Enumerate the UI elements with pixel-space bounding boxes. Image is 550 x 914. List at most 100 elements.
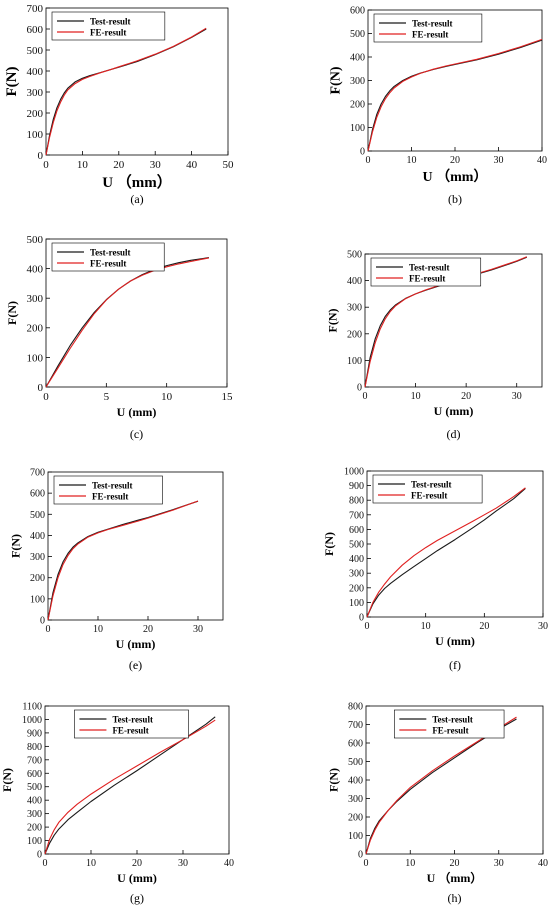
y-axis-label: F(N) xyxy=(0,768,14,792)
x-tick-label: 30 xyxy=(193,624,203,635)
y-tick-label: 400 xyxy=(349,554,364,565)
x-tick-label: 30 xyxy=(538,621,548,632)
series-line-fe xyxy=(44,719,216,855)
y-tick-label: 300 xyxy=(349,569,364,580)
x-axis-label: U (mm) xyxy=(117,405,157,419)
y-axis-label: F(N) xyxy=(329,66,344,94)
y-tick-label: 300 xyxy=(348,794,363,805)
legend-label: Test-result xyxy=(411,480,452,490)
x-tick-label: 10 xyxy=(93,624,103,635)
plot-frame xyxy=(45,7,229,156)
panel-caption: (g) xyxy=(130,891,144,905)
y-tick-label: 1000 xyxy=(344,467,364,478)
legend-label: Test-result xyxy=(90,17,131,27)
legend-box xyxy=(372,474,483,504)
y-axis-label: F(N) xyxy=(4,67,20,97)
x-axis-label: U （mm） xyxy=(427,870,483,885)
panel-caption: (f) xyxy=(449,658,461,672)
y-tick-label: 100 xyxy=(27,129,44,141)
legend-box xyxy=(51,242,165,272)
x-tick-label: 20 xyxy=(132,858,142,869)
y-tick-label: 100 xyxy=(30,594,45,605)
panel-caption: (a) xyxy=(130,192,143,206)
x-axis-label: U (mm) xyxy=(116,637,156,651)
y-tick-label: 300 xyxy=(30,552,45,563)
x-tick-label: 30 xyxy=(150,159,162,171)
y-tick-label: 300 xyxy=(27,293,44,305)
y-tick-label: 400 xyxy=(348,776,363,787)
x-axis-label: U （mm） xyxy=(102,173,172,191)
y-tick-label: 1100 xyxy=(22,702,42,713)
y-axis-label: F(N) xyxy=(327,768,341,792)
plot-frame xyxy=(47,471,224,621)
legend-label: FE-result xyxy=(92,492,128,502)
series-line-test xyxy=(45,257,209,388)
x-tick-label: 40 xyxy=(538,858,548,869)
x-tick-label: 15 xyxy=(222,391,234,403)
y-tick-label: 100 xyxy=(348,831,363,842)
y-tick-label: 600 xyxy=(349,525,364,536)
series-line-test xyxy=(47,500,199,621)
x-tick-label: 30 xyxy=(178,858,188,869)
chart-panel: 0 10 20 30 400100200300400500600700800900100… xyxy=(0,702,234,906)
series-line-fe xyxy=(367,38,543,152)
series-line-test xyxy=(367,39,543,152)
legend-box xyxy=(373,13,483,43)
x-tick-label: 20 xyxy=(113,159,125,171)
legend-label: Test-result xyxy=(409,263,450,273)
chart-panel: 0 5 10 15 0 100 200 300 400 500 U (mm) F(N) Test-res… xyxy=(5,234,233,441)
legend-label: FE-result xyxy=(90,259,126,269)
x-tick-label: 30 xyxy=(494,155,504,166)
series-line-fe xyxy=(45,257,210,388)
y-tick-label: 100 xyxy=(27,836,42,847)
series-line-fe xyxy=(47,500,199,621)
y-tick-label: 0 xyxy=(40,616,45,627)
y-tick-label: 400 xyxy=(27,66,44,78)
series-line-fe xyxy=(365,716,517,855)
y-tick-label: 200 xyxy=(348,813,363,824)
y-tick-label: 100 xyxy=(349,598,364,609)
y-tick-label: 600 xyxy=(348,739,363,750)
y-tick-label: 700 xyxy=(348,720,363,731)
x-axis-label: U （mm） xyxy=(423,169,488,185)
y-tick-label: 0 xyxy=(358,850,363,861)
series-line-fe xyxy=(366,487,526,618)
x-tick-label: 10 xyxy=(77,159,89,171)
plot-frame xyxy=(364,253,543,388)
y-tick-label: 800 xyxy=(349,496,364,507)
y-tick-label: 500 xyxy=(27,234,44,246)
legend-label: Test-result xyxy=(112,715,153,725)
panel-caption: (d) xyxy=(447,427,461,441)
y-tick-label: 700 xyxy=(27,3,44,15)
y-tick-label: 400 xyxy=(30,531,45,542)
x-tick-label: 10 xyxy=(161,391,173,403)
y-tick-label: 100 xyxy=(350,123,365,134)
y-tick-label: 400 xyxy=(350,53,365,64)
y-tick-label: 400 xyxy=(27,263,44,275)
legend-label: Test-result xyxy=(90,248,131,258)
legend-label: FE-result xyxy=(90,28,126,38)
y-tick-label: 300 xyxy=(350,76,365,87)
y-tick-label: 0 xyxy=(38,382,44,394)
legend-box xyxy=(74,709,189,739)
plot-frame xyxy=(45,238,228,388)
panel-caption: (b) xyxy=(448,192,462,206)
legend-label: FE-result xyxy=(411,491,447,501)
y-tick-label: 500 xyxy=(347,250,362,261)
legend-box xyxy=(394,709,505,739)
legend-label: Test-result xyxy=(412,19,453,29)
panel-caption: (c) xyxy=(130,427,143,441)
legend-label: FE-result xyxy=(112,726,148,736)
y-tick-label: 200 xyxy=(350,100,365,111)
y-axis-label: F(N) xyxy=(5,301,19,325)
legend-box xyxy=(53,475,163,505)
y-tick-label: 900 xyxy=(27,728,42,739)
y-tick-label: 500 xyxy=(350,29,365,40)
x-tick-label: 50 xyxy=(223,159,235,171)
x-tick-label: 10 xyxy=(411,391,421,402)
y-tick-label: 700 xyxy=(30,468,45,479)
